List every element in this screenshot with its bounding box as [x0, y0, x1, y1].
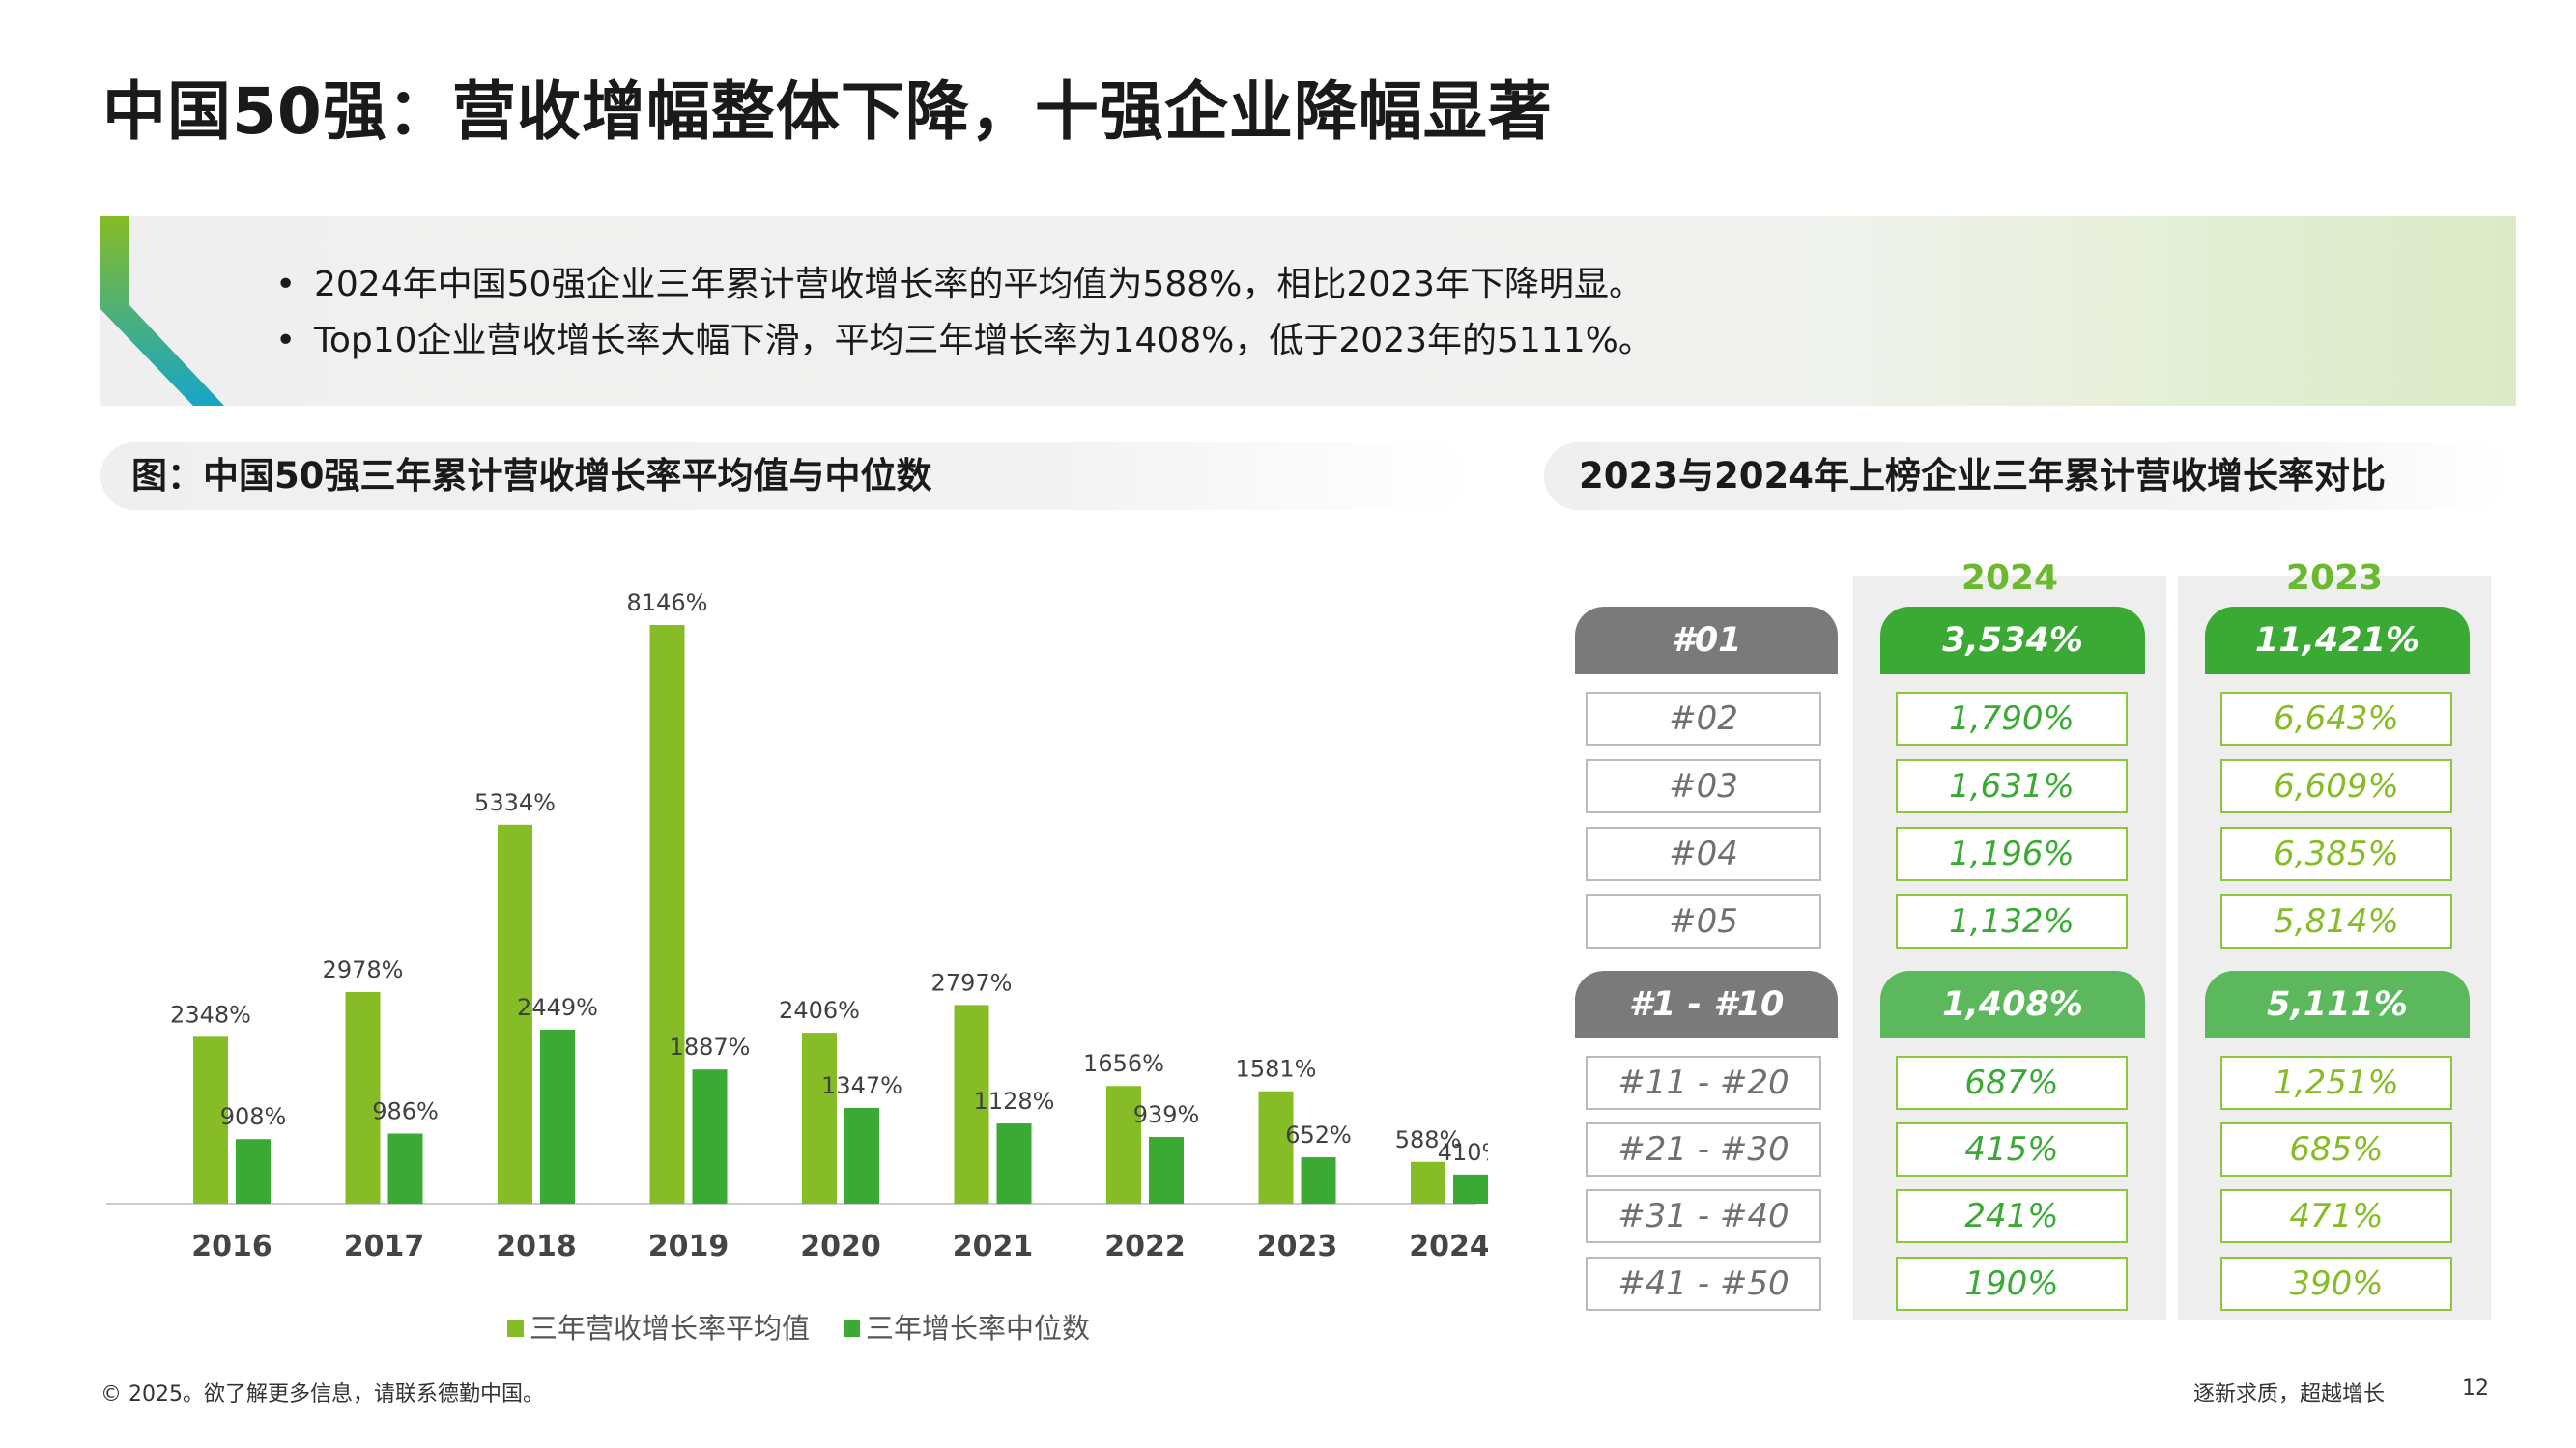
avg-label-2021: 2797% [931, 969, 1013, 996]
avg-label-2018: 5334% [474, 789, 556, 816]
rank-label-5: #1 - #10 [1575, 971, 1838, 1038]
rank-label-3: #04 [1586, 827, 1821, 881]
value-2024-4: 1,132% [1896, 894, 2128, 949]
rank-label-1: #02 [1586, 692, 1821, 746]
value-2024-8: 241% [1896, 1189, 2128, 1243]
value-2023-9: 390% [2220, 1257, 2452, 1311]
summary-bullet: Top10企业营收增长率大幅下滑，平均三年增长率为1408%，低于2023年的5… [275, 313, 1653, 369]
median-label-2023: 652% [1285, 1121, 1352, 1149]
avg-label-2020: 2406% [779, 997, 860, 1024]
avg-label-2024: 588% [1395, 1126, 1462, 1153]
rank-label-2: #03 [1586, 759, 1821, 813]
avg-bar-2022 [1106, 1086, 1141, 1204]
chart-subhead: 图：中国50强三年累计营收增长率平均值与中位数 [100, 442, 1473, 510]
rank-label-6: #11 - #20 [1586, 1056, 1821, 1110]
value-2024-0: 3,534% [1880, 607, 2145, 674]
value-2023-1: 6,643% [2220, 692, 2452, 746]
summary-bullets: 2024年中国50强企业三年累计营收增长率的平均值为588%，相比2023年下降… [275, 257, 1653, 369]
avg-bar-2024 [1411, 1161, 1445, 1204]
value-2024-9: 190% [1896, 1257, 2128, 1311]
rank-label-8: #31 - #40 [1586, 1189, 1821, 1243]
x-tick-label-2019: 2019 [648, 1230, 730, 1263]
median-label-2017: 986% [372, 1097, 439, 1124]
x-tick-label-2018: 2018 [496, 1230, 577, 1263]
summary-bullet: 2024年中国50强企业三年累计营收增长率的平均值为588%，相比2023年下降… [275, 257, 1653, 313]
footer-copyright: © 2025。欲了解更多信息，请联系德勤中国。 [100, 1382, 544, 1406]
median-bar-2023 [1301, 1157, 1336, 1204]
median-label-2018: 2449% [517, 994, 598, 1021]
x-tick-label-2017: 2017 [344, 1230, 425, 1263]
avg-label-2019: 8146% [627, 589, 708, 616]
legend-item-median: 三年增长率中位数 [844, 1306, 1090, 1347]
avg-bar-2021 [954, 1005, 989, 1204]
avg-label-2022: 1656% [1083, 1050, 1164, 1077]
median-bar-2020 [844, 1107, 879, 1204]
page-number: 12 [2462, 1377, 2489, 1401]
avg-label-2017: 2978% [323, 956, 404, 983]
avg-label-2023: 1581% [1236, 1056, 1317, 1083]
rank-label-0: #01 [1575, 607, 1838, 674]
median-bar-2022 [1149, 1136, 1184, 1204]
x-tick-label-2020: 2020 [800, 1230, 881, 1263]
avg-bar-2020 [802, 1033, 837, 1204]
growth-bar-chart: 2348% 908% 2016 2978% 986% 2017 5334% 2449% 2018… [106, 589, 1488, 1263]
median-bar-2019 [692, 1069, 728, 1204]
x-tick-label-2021: 2021 [953, 1230, 1034, 1263]
value-2024-2: 1,631% [1896, 759, 2128, 813]
x-tick-label-2016: 2016 [191, 1230, 272, 1263]
median-label-2021: 1128% [974, 1088, 1055, 1115]
median-bar-2024 [1453, 1174, 1488, 1204]
median-bar-2016 [236, 1139, 271, 1204]
value-2023-4: 5,814% [2220, 894, 2452, 949]
avg-bar-2016 [193, 1036, 228, 1204]
x-tick-label-2022: 2022 [1104, 1230, 1186, 1263]
median-bar-2017 [387, 1133, 423, 1204]
median-label-2024: 410% [1438, 1139, 1488, 1166]
column-header-2024: 2024 [1961, 558, 2059, 598]
rank-label-9: #41 - #50 [1586, 1257, 1821, 1311]
legend-swatch-median [844, 1320, 860, 1337]
legend-item-avg: 三年营收增长率平均值 [507, 1306, 810, 1347]
legend-swatch-avg [507, 1320, 524, 1337]
value-2023-8: 471% [2220, 1189, 2452, 1243]
x-tick-label-2024: 2024 [1409, 1230, 1488, 1263]
value-2023-0: 11,421% [2205, 607, 2470, 674]
column-header-2023: 2023 [2285, 558, 2384, 598]
legend-label-median: 三年增长率中位数 [866, 1312, 1091, 1345]
page-title: 中国50强：营收增幅整体下降，十强企业降幅显著 [102, 74, 1553, 149]
value-2023-7: 685% [2220, 1122, 2452, 1177]
avg-bar-2023 [1258, 1091, 1294, 1204]
value-2024-1: 1,790% [1896, 692, 2128, 746]
median-label-2020: 1347% [821, 1072, 902, 1099]
median-label-2019: 1887% [670, 1034, 751, 1061]
rank-label-4: #05 [1586, 894, 1821, 949]
value-2023-5: 5,111% [2205, 971, 2470, 1038]
value-2023-2: 6,609% [2220, 759, 2452, 813]
rank-label-7: #21 - #30 [1586, 1122, 1821, 1177]
value-2024-7: 415% [1896, 1122, 2128, 1177]
avg-bar-2018 [498, 824, 532, 1204]
comparison-subhead: 2023与2024年上榜企业三年累计营收增长率对比 [1544, 442, 2510, 510]
value-2024-5: 1,408% [1880, 971, 2145, 1038]
median-bar-2021 [996, 1123, 1032, 1204]
avg-label-2016: 2348% [170, 1001, 251, 1028]
median-label-2022: 939% [1133, 1101, 1200, 1128]
x-tick-label-2023: 2023 [1257, 1230, 1338, 1263]
avg-bar-2019 [649, 625, 685, 1204]
median-bar-2018 [540, 1029, 575, 1204]
value-2023-3: 6,385% [2220, 827, 2452, 881]
value-2024-6: 687% [1896, 1056, 2128, 1110]
avg-bar-2017 [345, 992, 381, 1204]
value-2023-6: 1,251% [2220, 1056, 2452, 1110]
legend-label-avg: 三年营收增长率平均值 [530, 1312, 811, 1345]
banner-accent [100, 216, 224, 406]
footer-tagline: 逐新求质，超越增长 [2193, 1382, 2386, 1406]
value-2024-3: 1,196% [1896, 827, 2128, 881]
median-label-2016: 908% [220, 1103, 287, 1130]
